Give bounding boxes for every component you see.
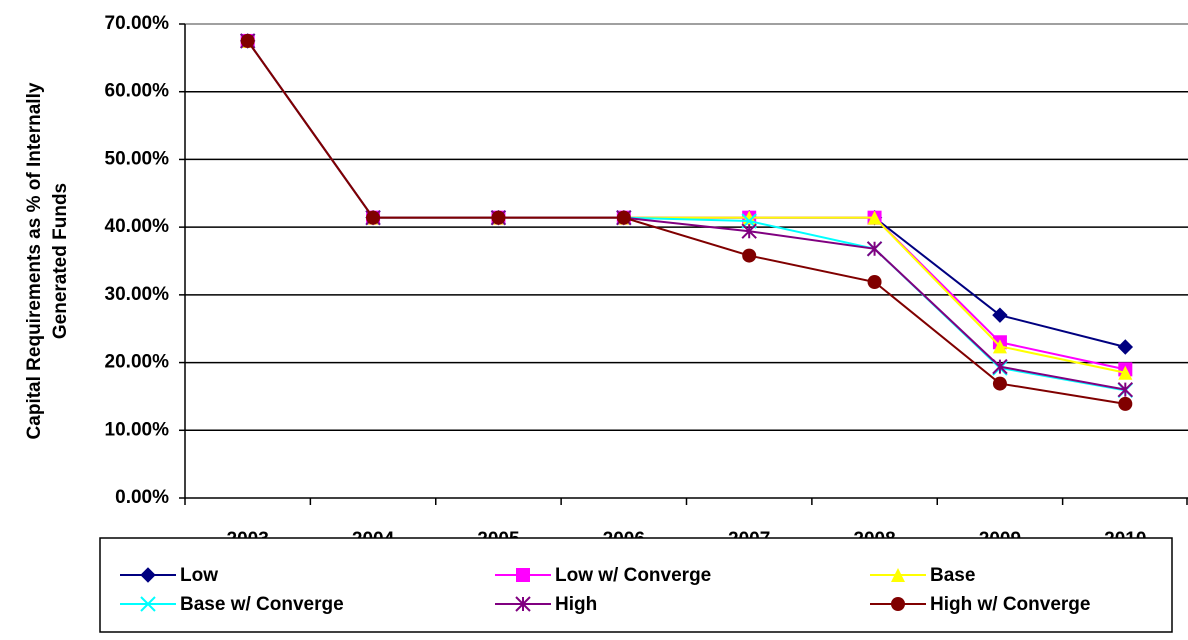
- marker: [1118, 365, 1133, 380]
- marker: [515, 596, 531, 612]
- marker: [1118, 396, 1133, 411]
- marker: [742, 248, 757, 263]
- legend-box: [99, 537, 1173, 633]
- marker: [140, 596, 156, 612]
- series-line: [246, 40, 1126, 405]
- y-tick-label: 0.00%: [115, 487, 169, 508]
- marker: [992, 307, 1008, 323]
- y-tick-label: 30.00%: [105, 284, 170, 305]
- legend-label: Base: [930, 565, 975, 586]
- y-tick-label: 20.00%: [105, 352, 170, 373]
- legend-label: Low w/ Converge: [555, 565, 711, 586]
- marker: [240, 33, 255, 48]
- marker: [891, 597, 905, 611]
- legend-label: High w/ Converge: [930, 594, 1090, 615]
- marker: [140, 567, 156, 583]
- series-line: [246, 40, 1126, 374]
- y-tick-label: 40.00%: [105, 216, 170, 237]
- y-tick-label: 60.00%: [105, 81, 170, 102]
- marker: [992, 358, 1008, 375]
- y-axis-label: Generated Funds: [50, 183, 71, 339]
- marker: [366, 210, 381, 225]
- y-tick-label: 10.00%: [105, 419, 170, 440]
- marker: [616, 210, 631, 225]
- marker: [992, 339, 1007, 354]
- series-line: [246, 40, 1126, 348]
- marker: [1117, 381, 1134, 398]
- marker: [866, 241, 883, 257]
- marker: [516, 568, 530, 582]
- legend-label: Low: [180, 565, 218, 586]
- marker: [741, 223, 757, 239]
- marker: [1117, 339, 1134, 355]
- series-line: [246, 40, 1126, 371]
- y-tick-label: 70.00%: [105, 13, 170, 34]
- y-tick-label: 50.00%: [105, 148, 170, 169]
- marker: [491, 210, 506, 225]
- legend-label: High: [555, 594, 597, 615]
- marker: [891, 568, 905, 582]
- y-axis-label: Capital Requirements as % of Internally: [24, 82, 45, 439]
- marker: [867, 274, 882, 289]
- marker: [992, 376, 1007, 391]
- legend-label: Base w/ Converge: [180, 594, 344, 615]
- marker: [867, 210, 882, 225]
